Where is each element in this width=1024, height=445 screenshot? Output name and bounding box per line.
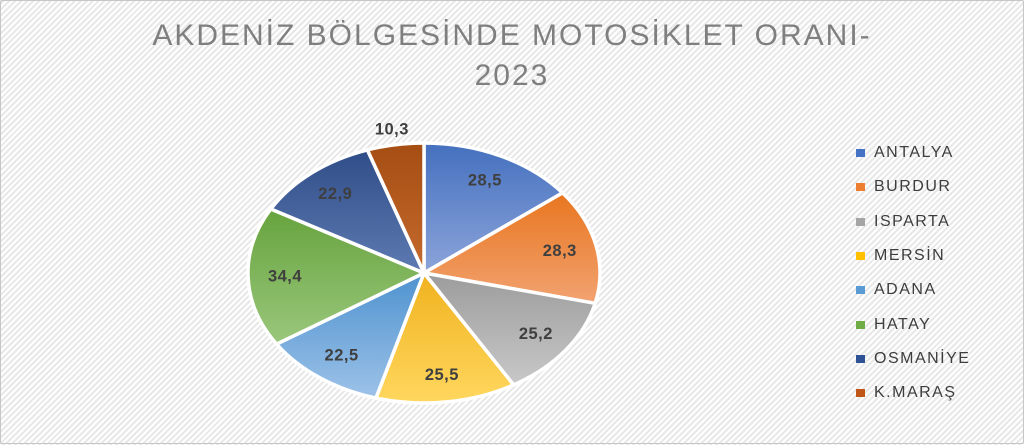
legend-label: ANTALYA (874, 144, 954, 162)
data-label-k.maraş: 10,3 (375, 120, 409, 138)
legend-item-adana[interactable]: ADANA (856, 273, 1021, 307)
legend-item-isparta[interactable]: ISPARTA (856, 205, 1021, 239)
legend-item-osmani̇ye[interactable]: OSMANİYE (856, 342, 1021, 376)
legend-swatch-icon (856, 149, 865, 158)
legend-item-k.maraş[interactable]: K.MARAŞ (856, 376, 1021, 410)
data-label-burdur: 28,3 (543, 242, 577, 260)
data-label-mersi̇n: 25,5 (425, 366, 459, 384)
legend-label: HATAY (874, 315, 932, 333)
data-label-isparta: 25,2 (519, 325, 553, 343)
legend-label: OSMANİYE (874, 349, 971, 367)
legend-label: BURDUR (874, 178, 952, 196)
legend-swatch-icon (856, 183, 865, 192)
legend-swatch-icon (856, 286, 865, 295)
legend-swatch-icon (856, 217, 865, 226)
legend-label: ADANA (874, 281, 937, 299)
data-label-antalya: 28,5 (468, 172, 502, 190)
legend: ANTALYA BURDUR ISPARTA MERSİN ADANA HATAY OSMA… (856, 136, 1021, 410)
pie-slice-antalya[interactable] (422, 141, 565, 275)
legend-swatch-icon (856, 354, 865, 363)
legend-item-antalya[interactable]: ANTALYA (856, 136, 1021, 170)
data-label-hatay: 34,4 (268, 267, 302, 285)
pie-slice-adana[interactable] (274, 271, 426, 400)
pie-slice-burdur[interactable] (422, 191, 602, 306)
data-label-adana: 22,5 (325, 347, 359, 365)
chart-title-line2: 2023 (474, 59, 550, 92)
legend-swatch-icon (856, 252, 865, 261)
data-label-osmani̇ye: 22,9 (318, 185, 352, 203)
pie-slice-isparta[interactable] (422, 271, 597, 387)
chart-title: AKDENİZ BÖLGESİNDE MOTOSİKLET ORANI- 202… (1, 16, 1023, 96)
legend-item-mersi̇n[interactable]: MERSİN (856, 239, 1021, 273)
legend-swatch-icon (856, 389, 865, 398)
legend-label: ISPARTA (874, 212, 951, 230)
pie-slice-k.maraş[interactable] (365, 141, 426, 275)
pie-slice-osmani̇ye[interactable] (269, 148, 426, 275)
legend-item-hatay[interactable]: HATAY (856, 307, 1021, 341)
legend-label: MERSİN (874, 247, 946, 265)
legend-swatch-icon (856, 320, 865, 329)
pie-slice-mersi̇n[interactable] (374, 271, 516, 405)
pie-slice-hatay[interactable] (246, 207, 426, 346)
legend-label: K.MARAŞ (874, 384, 957, 402)
chart-title-line1: AKDENİZ BÖLGESİNDE MOTOSİKLET ORANI- (152, 19, 872, 52)
legend-item-burdur[interactable]: BURDUR (856, 170, 1021, 204)
